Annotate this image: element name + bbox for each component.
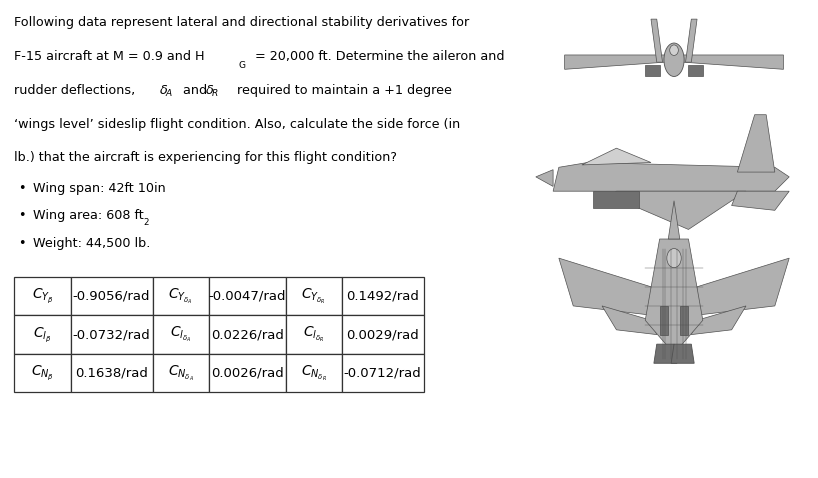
Polygon shape: [659, 306, 668, 335]
Text: $C_{l_{\delta_R}}$: $C_{l_{\delta_R}}$: [303, 325, 324, 344]
Bar: [153, 354, 209, 392]
Text: Wing area: 608 ft: Wing area: 608 ft: [33, 209, 144, 222]
Bar: [70, 354, 153, 392]
Text: •: •: [19, 209, 26, 222]
Text: $C_{N_{\beta}}$: $C_{N_{\beta}}$: [31, 364, 54, 382]
Text: F-15 aircraft at M = 0.9 and H: F-15 aircraft at M = 0.9 and H: [15, 50, 205, 63]
Text: Following data represent lateral and directional stability derivatives for: Following data represent lateral and dir…: [15, 17, 470, 30]
Text: 2: 2: [144, 218, 149, 227]
Text: G: G: [239, 61, 245, 69]
Text: $C_{Y_{\beta}}$: $C_{Y_{\beta}}$: [32, 287, 53, 305]
Text: lb.) that the aircraft is experiencing for this flight condition?: lb.) that the aircraft is experiencing f…: [15, 152, 398, 164]
Polygon shape: [689, 65, 703, 76]
Polygon shape: [559, 258, 654, 315]
Text: -0.0712/rad: -0.0712/rad: [344, 367, 421, 380]
Bar: [153, 277, 209, 315]
Polygon shape: [685, 19, 697, 62]
Polygon shape: [645, 239, 703, 354]
Bar: [342, 277, 424, 315]
Text: $\delta_{\!A}$: $\delta_{\!A}$: [159, 84, 173, 99]
Text: Weight: 44,500 lb.: Weight: 44,500 lb.: [33, 237, 151, 250]
Text: 0.1638/rad: 0.1638/rad: [75, 367, 148, 380]
Polygon shape: [651, 19, 663, 62]
Text: •: •: [19, 237, 26, 250]
Polygon shape: [683, 55, 784, 69]
Bar: [70, 277, 153, 315]
Polygon shape: [553, 163, 789, 191]
Text: = 20,000 ft. Determine the aileron and: = 20,000 ft. Determine the aileron and: [251, 50, 504, 63]
Bar: [153, 315, 209, 354]
Polygon shape: [582, 148, 651, 165]
Polygon shape: [654, 344, 677, 363]
Text: 0.1492/rad: 0.1492/rad: [346, 290, 419, 303]
Polygon shape: [564, 55, 665, 69]
Text: -0.9056/rad: -0.9056/rad: [73, 290, 151, 303]
Text: and: and: [179, 84, 215, 97]
Bar: [70, 315, 153, 354]
Text: $C_{Y_{\delta_A}}$: $C_{Y_{\delta_A}}$: [169, 286, 193, 306]
Bar: [342, 315, 424, 354]
Bar: [285, 315, 342, 354]
Circle shape: [664, 43, 684, 76]
Text: 0.0029/rad: 0.0029/rad: [346, 328, 419, 341]
Polygon shape: [671, 344, 694, 363]
Polygon shape: [611, 191, 746, 229]
Bar: [342, 354, 424, 392]
Text: •: •: [19, 182, 26, 195]
Text: $C_{l_{\beta}}$: $C_{l_{\beta}}$: [34, 325, 52, 344]
Polygon shape: [691, 306, 746, 335]
Polygon shape: [645, 65, 659, 76]
Bar: [209, 277, 285, 315]
Bar: [285, 277, 342, 315]
Text: $C_{N_{\delta_R}}$: $C_{N_{\delta_R}}$: [301, 363, 326, 382]
Ellipse shape: [667, 249, 681, 268]
Bar: [15, 315, 70, 354]
Polygon shape: [731, 191, 789, 210]
Polygon shape: [602, 306, 657, 335]
Polygon shape: [593, 191, 640, 208]
Text: $\delta_{\!R}$: $\delta_{\!R}$: [204, 84, 218, 99]
Text: 0.0226/rad: 0.0226/rad: [211, 328, 284, 341]
Text: -0.0047/rad: -0.0047/rad: [209, 290, 285, 303]
Text: $C_{l_{\delta_A}}$: $C_{l_{\delta_A}}$: [170, 325, 191, 344]
Text: $C_{Y_{\delta_R}}$: $C_{Y_{\delta_R}}$: [301, 286, 326, 306]
Text: -0.0732/rad: -0.0732/rad: [73, 328, 151, 341]
Text: ‘wings level’ sideslip flight condition. Also, calculate the side force (in: ‘wings level’ sideslip flight condition.…: [15, 118, 461, 130]
Ellipse shape: [670, 45, 678, 55]
Text: $C_{N_{\delta_A}}$: $C_{N_{\delta_A}}$: [168, 363, 194, 382]
Text: Wing span: 42ft 10in: Wing span: 42ft 10in: [33, 182, 166, 195]
Bar: [285, 354, 342, 392]
Bar: [15, 354, 70, 392]
Text: 0.0026/rad: 0.0026/rad: [211, 367, 284, 380]
Polygon shape: [737, 115, 775, 172]
Polygon shape: [680, 306, 689, 335]
Bar: [15, 277, 70, 315]
Polygon shape: [668, 201, 680, 239]
Polygon shape: [536, 170, 553, 186]
Text: rudder deflections,: rudder deflections,: [15, 84, 144, 97]
Bar: [209, 354, 285, 392]
Text: required to maintain a +1 degree: required to maintain a +1 degree: [225, 84, 452, 97]
Polygon shape: [694, 258, 789, 315]
Bar: [209, 315, 285, 354]
